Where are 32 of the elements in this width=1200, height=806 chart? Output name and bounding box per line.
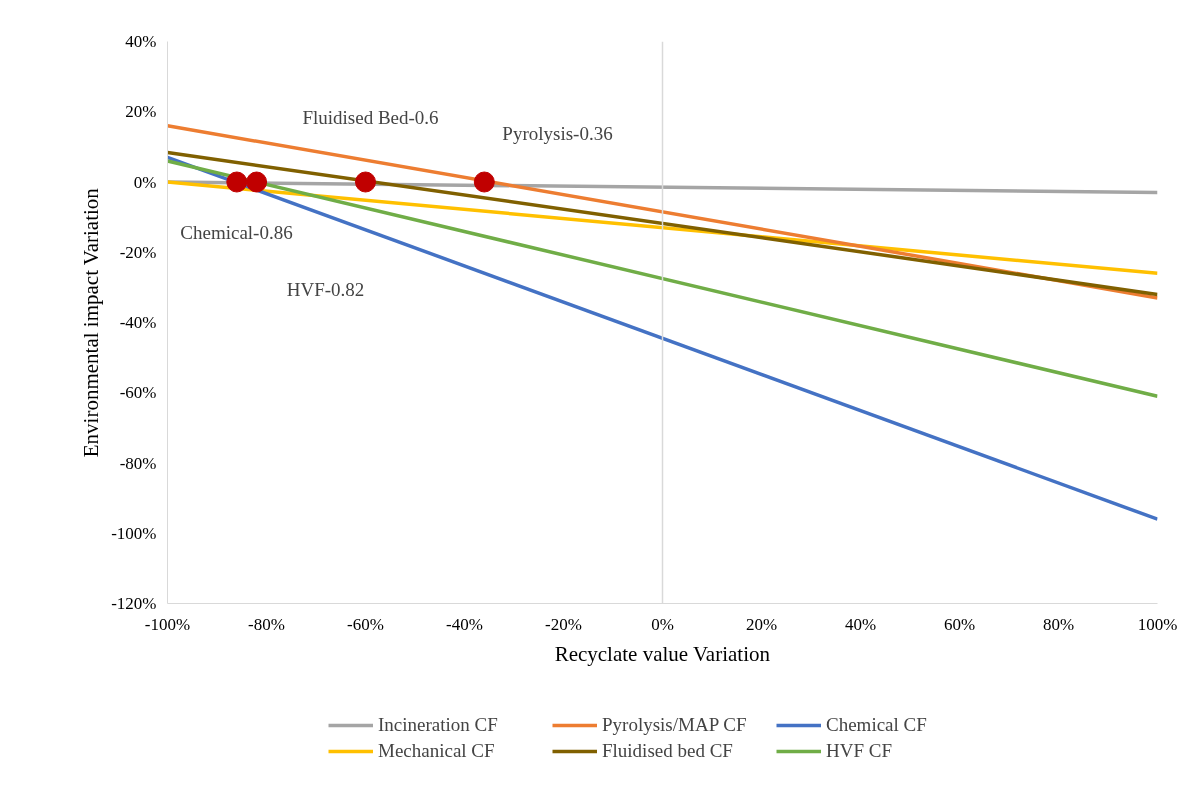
legend-label: Pyrolysis/MAP CF <box>602 714 748 736</box>
x-tick-label: 0% <box>651 614 674 634</box>
legend-label: Fluidised bed CF <box>602 740 734 762</box>
legend-label: Incineration CF <box>378 714 499 736</box>
y-tick-label: -80% <box>119 453 157 473</box>
annotation: Chemical-0.86 <box>180 222 293 243</box>
y-tick-label: -20% <box>119 242 157 262</box>
x-tick-label: 20% <box>745 614 778 634</box>
x-tick-label: 40% <box>844 614 877 634</box>
x-tick-label: -60% <box>347 614 384 634</box>
legend-label: Mechanical CF <box>378 740 496 762</box>
x-tick-label: 100% <box>1137 614 1178 634</box>
x-tick-label: 80% <box>1042 614 1075 634</box>
y-tick-label: 0% <box>133 172 157 192</box>
x-tick-label: -100% <box>144 614 191 634</box>
annotation: HVF-0.82 <box>286 279 365 300</box>
y-tick-label: -40% <box>119 313 157 332</box>
y-axis-title: Environmental impact Variation <box>79 187 104 458</box>
annotation: Fluidised Bed-0.6 <box>302 107 439 128</box>
y-tick-label: 20% <box>125 102 157 122</box>
y-tick-label: -120% <box>111 594 157 613</box>
y-tick-label: -100% <box>111 523 157 543</box>
legend-label: HVF CF <box>826 740 893 762</box>
x-tick-label: -80% <box>248 614 285 634</box>
x-tick-label: -40% <box>446 614 483 634</box>
annotation: Pyrolysis-0.36 <box>502 123 613 144</box>
x-axis-title: Recyclate value Variation <box>554 641 771 666</box>
x-tick-label: 60% <box>943 614 976 634</box>
legend-label: Chemical CF <box>826 714 928 736</box>
x-tick-label: -20% <box>545 614 582 634</box>
y-tick-label: 40% <box>125 32 157 51</box>
y-tick-label: -60% <box>119 383 157 403</box>
